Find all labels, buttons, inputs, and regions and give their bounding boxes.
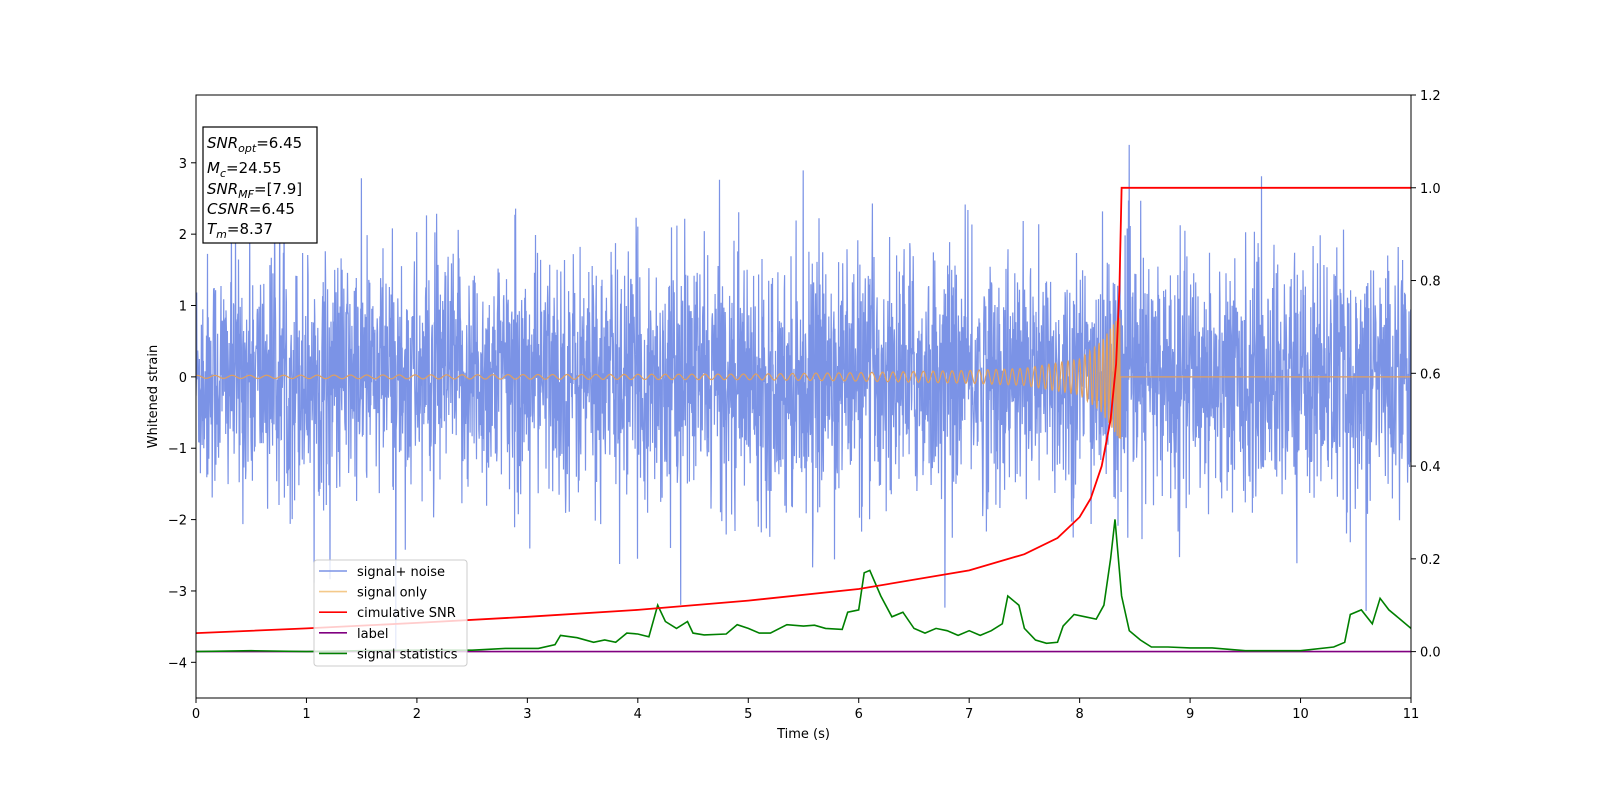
info-snr-opt: SNRopt=6.45 [207, 134, 302, 155]
x-tick-label: 1 [302, 707, 310, 722]
x-tick-label: 5 [744, 707, 752, 722]
info-tm: Tm=8.37 [207, 220, 273, 241]
series-cumulative-snr [196, 186, 1411, 634]
x-tick-label: 11 [1403, 707, 1420, 722]
info-csnr: CSNR=6.45 [207, 200, 295, 218]
y-left-tick-label: 0 [179, 371, 187, 386]
y-axis-left: 3 2 1 0 −1 −2 −3 −4 [168, 157, 196, 671]
y-right-tick-label: 0.4 [1420, 460, 1441, 475]
y-right-tick-label: 1.0 [1420, 182, 1441, 197]
y-left-tick-label: −2 [168, 514, 187, 529]
y-left-tick-label: −4 [168, 656, 187, 671]
info-snr-mf: SNRMF=[7.9] [207, 180, 302, 201]
y-left-tick-label: 2 [179, 228, 187, 243]
x-tick-label: 2 [413, 707, 421, 722]
series-signal-only [196, 316, 1411, 439]
x-tick-label: 3 [523, 707, 531, 722]
series-signal-noise [196, 144, 1411, 652]
x-axis-label: Time (s) [776, 727, 830, 742]
plot-frame [195, 94, 1412, 699]
y-axis-right: 1.2 1.0 0.8 0.6 0.4 0.2 0.0 [1411, 89, 1441, 661]
y-axis-label: Whitened strain [146, 345, 161, 448]
info-mc: Mc=24.55 [207, 159, 282, 180]
y-right-tick-label: 0.8 [1420, 275, 1441, 290]
y-left-tick-label: −3 [168, 585, 187, 600]
legend-item-label: signal statistics [357, 647, 458, 662]
x-tick-label: 7 [965, 707, 973, 722]
legend-item-label: label [357, 627, 388, 642]
x-tick-label: 4 [634, 707, 642, 722]
y-left-tick-label: 3 [179, 157, 187, 172]
series-signal-statistics [196, 519, 1411, 653]
legend-frame [313, 559, 468, 667]
y-right-tick-label: 0.2 [1420, 553, 1441, 568]
x-tick-label: 10 [1292, 707, 1309, 722]
info-box-frame [202, 126, 318, 244]
y-left-tick-label: 1 [179, 300, 187, 315]
x-tick-label: 8 [1075, 707, 1083, 722]
y-right-tick-label: 0.0 [1420, 646, 1441, 661]
legend-item-label: signal only [357, 586, 427, 601]
y-right-tick-label: 0.6 [1420, 367, 1441, 382]
x-tick-label: 0 [192, 707, 200, 722]
legend-item-label: signal+ noise [357, 565, 445, 580]
legend-item-label: cimulative SNR [357, 606, 456, 621]
x-axis: 0 1 2 3 4 5 6 7 8 9 10 11 [192, 698, 1419, 722]
x-tick-label: 6 [855, 707, 863, 722]
legend: signal+ noise signal only cimulative SNR la… [313, 559, 468, 667]
y-right-tick-label: 1.2 [1420, 89, 1441, 104]
x-tick-label: 9 [1186, 707, 1194, 722]
y-left-tick-label: −1 [168, 442, 187, 457]
